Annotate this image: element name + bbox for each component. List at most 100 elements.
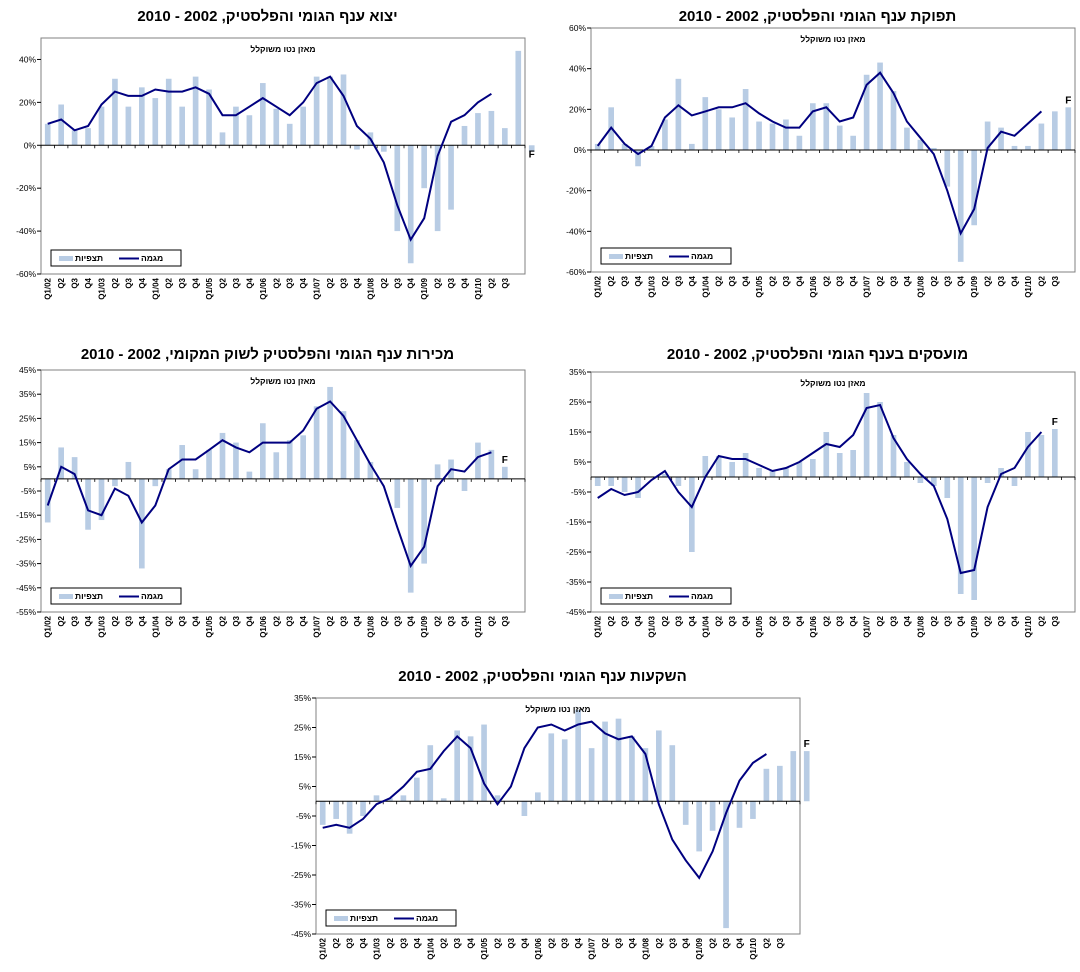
- x-tick-label: Q3: [782, 275, 791, 286]
- bar: [709, 801, 716, 831]
- x-tick-label: Q3: [447, 615, 456, 626]
- x-tick-label: Q2: [57, 277, 66, 288]
- bar: [44, 478, 51, 523]
- legend-bars-swatch: [609, 254, 623, 259]
- bar: [648, 145, 655, 150]
- bar: [112, 478, 118, 487]
- bar: [454, 730, 460, 802]
- x-tick-label: Q4: [138, 615, 147, 626]
- x-tick-label: Q3: [501, 277, 510, 288]
- x-tick-label: Q1/08: [916, 275, 925, 297]
- y-tick-label: 25%: [569, 397, 586, 407]
- forecast-mark: F: [1065, 95, 1071, 106]
- x-tick-label: Q2: [111, 615, 120, 626]
- bar: [327, 76, 333, 146]
- chart-investments: השקעות ענף הגומי והפלסטיק, 2002 - 2010 -…: [280, 666, 810, 972]
- x-tick-label: Q1/05: [205, 277, 214, 299]
- x-tick-label: Q3: [997, 275, 1006, 286]
- bar: [300, 435, 306, 479]
- chart-svg: -60% -40% -20% 0% 20% 40% 60% מאזן נטו משוקלל F Q…: [566, 23, 1076, 298]
- bar: [998, 127, 1004, 150]
- x-tick-label: Q1/08: [641, 937, 650, 959]
- legend-bars-swatch: [59, 594, 73, 599]
- bar: [877, 62, 883, 150]
- x-tick-label: Q4: [353, 615, 362, 626]
- bar: [467, 736, 474, 802]
- x-tick-label: Q2: [769, 615, 778, 626]
- y-tick-label: -25%: [566, 547, 586, 557]
- y-tick-label: -35%: [566, 577, 586, 587]
- x-tick-label: Q2: [326, 277, 335, 288]
- bar: [461, 125, 468, 146]
- x-tick-label: Q4: [849, 615, 858, 626]
- x-tick-label: Q3: [232, 277, 241, 288]
- inner-label: מאזן נטו משוקלל: [250, 376, 315, 386]
- y-tick-label: -15%: [291, 841, 311, 851]
- y-tick-label: 15%: [569, 427, 586, 437]
- bar: [434, 464, 441, 479]
- legend-line-label: מגמה: [416, 913, 438, 923]
- legend-line-label: מגמה: [691, 251, 713, 261]
- legend-bars-label: תצפיות: [75, 253, 103, 263]
- x-tick-label: Q2: [487, 615, 496, 626]
- bar: [998, 468, 1004, 477]
- chart-title: יצוא ענף הגומי והפלסטיק, 2002 - 2010: [137, 8, 398, 25]
- bar: [273, 452, 280, 479]
- bar: [675, 78, 682, 150]
- inner-label: מאזן נטו משוקלל: [800, 34, 865, 44]
- bar: [488, 449, 495, 479]
- legend: תצפיות מגמה: [600, 247, 732, 265]
- y-tick-label: -60%: [566, 267, 586, 277]
- x-tick-label: Q1/10: [474, 615, 483, 637]
- bar: [723, 801, 729, 929]
- bar: [165, 78, 172, 146]
- y-tick-label: -45%: [291, 929, 311, 939]
- bar: [615, 718, 622, 802]
- bar: [877, 402, 883, 477]
- bar: [125, 106, 132, 146]
- x-tick-label: Q3: [674, 615, 683, 626]
- x-tick-label: Q3: [178, 277, 187, 288]
- bar: [535, 792, 541, 802]
- y-tick-label: -35%: [16, 559, 36, 569]
- x-tick-label: Q1/06: [809, 275, 818, 297]
- bar: [246, 471, 253, 479]
- x-tick-label: Q3: [340, 277, 349, 288]
- x-tick-label: Q4: [84, 615, 93, 626]
- bar: [340, 411, 347, 479]
- chart-svg: -45% -35% -25% -15% -5% 5% 15% 25% 35% מאזן נטו מ…: [291, 693, 810, 960]
- y-tick-label: 35%: [294, 693, 311, 703]
- y-tick-label: -40%: [566, 226, 586, 236]
- bar: [260, 423, 266, 479]
- bar: [448, 145, 454, 210]
- x-tick-label: Q2: [715, 275, 724, 286]
- x-tick-label: Q1/02: [319, 937, 328, 959]
- legend-line-label: מגמה: [141, 591, 163, 601]
- bar: [971, 477, 977, 600]
- x-tick-label: Q1/03: [648, 275, 657, 297]
- y-tick-label: 40%: [19, 54, 36, 64]
- trend-line: [47, 75, 492, 242]
- bar: [796, 135, 803, 150]
- bar: [440, 798, 447, 802]
- bar: [682, 801, 689, 825]
- bar: [904, 127, 910, 150]
- x-tick-label: Q2: [272, 277, 281, 288]
- bar: [219, 432, 226, 479]
- bar: [561, 739, 568, 802]
- y-tick-label: 0%: [24, 140, 37, 150]
- x-tick-label: Q2: [1037, 275, 1046, 286]
- legend-bars-swatch: [59, 256, 73, 261]
- y-tick-label: 35%: [569, 367, 586, 377]
- x-tick-label: Q1/07: [313, 277, 322, 299]
- bar: [112, 78, 118, 146]
- y-tick-label: -15%: [16, 510, 36, 520]
- x-tick-label: Q4: [407, 615, 416, 626]
- bar: [850, 135, 856, 150]
- x-tick-label: Q4: [413, 937, 422, 948]
- bar: [629, 736, 635, 802]
- x-tick-label: Q3: [178, 615, 187, 626]
- x-tick-label: Q3: [1051, 615, 1060, 626]
- legend-box: [600, 247, 732, 265]
- bar: [407, 478, 414, 593]
